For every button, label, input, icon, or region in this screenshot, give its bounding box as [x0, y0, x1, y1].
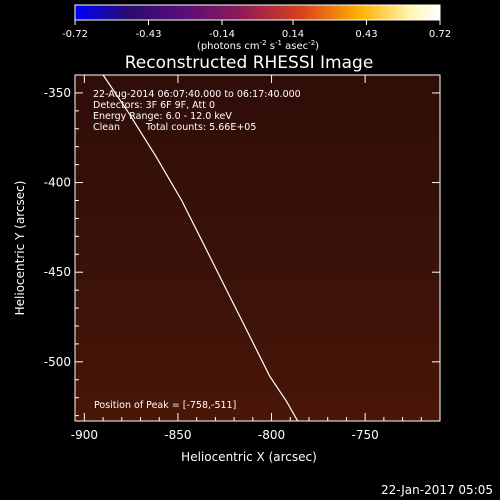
solar-limb: [102, 74, 299, 422]
colorbar-ticks: -0.72 -0.43 -0.14 0.14 0.43 0.72: [62, 20, 451, 40]
colorbar-units-mid1: s: [267, 41, 275, 52]
colorbar-tick-label: 0.43: [355, 29, 377, 40]
colorbar-units-suffix: ): [315, 41, 319, 52]
colorbar-units-exp1: -2: [260, 39, 267, 47]
colorbar-tick-label: -0.43: [136, 29, 162, 40]
colorbar-tick-label: 0.72: [429, 29, 451, 40]
peak-position: Position of Peak = [-758,-511]: [94, 400, 236, 411]
total-counts: Total counts: 5.66E+05: [145, 122, 256, 133]
colorbar-units: (photons cm-2 s-1 asec-2): [197, 39, 319, 52]
image-info: 22-Aug-2014 06:07:40.000 to 06:17:40.000…: [93, 89, 301, 411]
plot-frame: [74, 74, 441, 422]
time-range: 22-Aug-2014 06:07:40.000 to 06:17:40.000: [93, 89, 301, 100]
y-axis: -350 -400 -450 -500: [44, 74, 440, 417]
colorbar-units-prefix: (photons cm: [197, 41, 260, 52]
colorbar-units-exp2: -1: [275, 39, 282, 47]
x-axis: -900 -850 -800 -750: [71, 75, 441, 442]
clean-label: Clean: [93, 122, 120, 133]
colorbar-tick-label: -0.72: [62, 29, 88, 40]
image-field: [75, 75, 440, 421]
y-tick-label: -500: [44, 355, 71, 369]
hard-xray-source: [320, 351, 381, 412]
colorbar-units-exp3: -2: [308, 39, 315, 47]
plot-area: -900 -850 -800 -750 -350 -400 -450 -500: [44, 74, 441, 442]
x-tick-label: -800: [258, 428, 285, 442]
x-tick-label: -900: [71, 428, 98, 442]
x-tick-label: -850: [164, 428, 191, 442]
colorbar: [74, 4, 441, 21]
footer-date: 22-Jan-2017 05:05: [381, 483, 493, 497]
source-halo: [320, 351, 381, 412]
x-tick-label: -750: [352, 428, 379, 442]
colorbar-tick-label: -0.14: [209, 29, 235, 40]
y-tick-label: -350: [44, 86, 71, 100]
plot-title: Reconstructed RHESSI Image: [125, 53, 374, 73]
energy-range: Energy Range: 6.0 - 12.0 keV: [93, 111, 232, 122]
y-tick-label: -450: [44, 265, 71, 279]
y-axis-label: Heliocentric Y (arcsec): [13, 181, 27, 316]
y-tick-label: -400: [44, 176, 71, 190]
colorbar-units-mid2: asec: [282, 41, 308, 52]
x-axis-label: Heliocentric X (arcsec): [181, 450, 317, 464]
colorbar-tick-label: 0.14: [282, 29, 304, 40]
detectors-line: Detectors: 3F 6F 9F, Att 0: [93, 100, 215, 111]
